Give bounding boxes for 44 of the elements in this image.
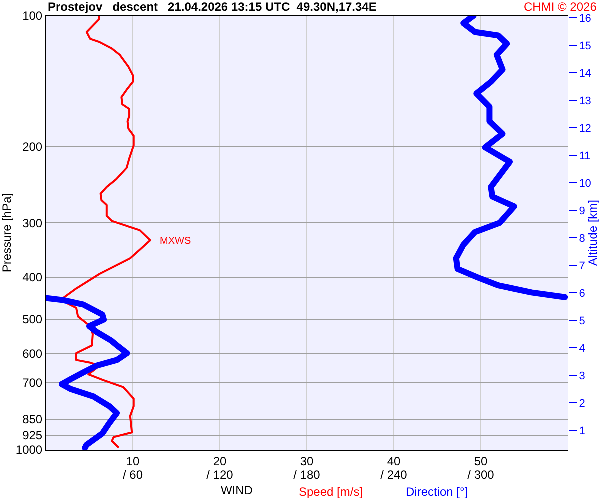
y2-tick-label: 8 bbox=[579, 232, 586, 245]
y-tick-label: 400 bbox=[22, 270, 43, 284]
annotation: MXWS bbox=[160, 236, 192, 247]
x-tick-label: 50 bbox=[474, 454, 488, 468]
y2-tick-label: 12 bbox=[579, 122, 592, 135]
y-tick-label: 700 bbox=[22, 376, 43, 390]
chart-title: Prostejov descent 21.04.2026 13:15 UTC 49.30N,17.34E bbox=[48, 0, 377, 14]
x2-tick-label: / 180 bbox=[294, 468, 321, 482]
text: CHMI © 2026 bbox=[524, 0, 598, 14]
y-tick-label: 100 bbox=[22, 9, 43, 24]
y-tick-label: 850 bbox=[22, 412, 43, 427]
y2-axis-title: Altitude [km] bbox=[586, 200, 600, 266]
y2-tick-label: 3 bbox=[579, 370, 586, 383]
x-tick-label: 30 bbox=[300, 454, 314, 468]
y2-tick-label: 4 bbox=[579, 343, 586, 356]
text: Direction [°] bbox=[406, 485, 468, 499]
y2-tick-label: 5 bbox=[579, 316, 586, 328]
y-tick-label: 500 bbox=[22, 312, 43, 327]
y-tick-label: 300 bbox=[22, 216, 43, 230]
x-tick-label: 40 bbox=[387, 454, 401, 468]
y-tick-label: 1000 bbox=[16, 443, 43, 458]
y-axis-title: Pressure [hPa] bbox=[0, 193, 14, 273]
x2-tick-label: / 240 bbox=[380, 468, 408, 482]
x2-tick-label: / 300 bbox=[468, 468, 495, 482]
y-tick-label: 925 bbox=[22, 428, 43, 443]
x-tick-label: 20 bbox=[213, 454, 227, 468]
x2-tick-label: / 60 bbox=[122, 468, 144, 482]
x-tick-label: 10 bbox=[126, 454, 140, 468]
y2-tick-label: 7 bbox=[579, 260, 586, 272]
x-axis-title: WIND bbox=[220, 483, 253, 498]
y2-tick-label: 16 bbox=[579, 12, 592, 25]
text: Speed [m/s] bbox=[299, 485, 364, 499]
y2-tick-label: 1 bbox=[579, 426, 586, 438]
y2-tick-label: 10 bbox=[579, 178, 592, 190]
y2-tick-label: 15 bbox=[579, 40, 592, 52]
y2-tick-label: 2 bbox=[579, 398, 586, 410]
x2-tick-label: / 120 bbox=[206, 468, 234, 482]
y-tick-label: 200 bbox=[22, 140, 43, 154]
y-tick-label: 600 bbox=[22, 346, 43, 361]
y2-tick-label: 13 bbox=[579, 95, 592, 108]
y2-tick-label: 14 bbox=[579, 68, 592, 80]
y2-tick-label: 6 bbox=[579, 288, 586, 300]
y2-tick-label: 9 bbox=[579, 205, 586, 218]
y2-tick-label: 11 bbox=[579, 150, 591, 162]
